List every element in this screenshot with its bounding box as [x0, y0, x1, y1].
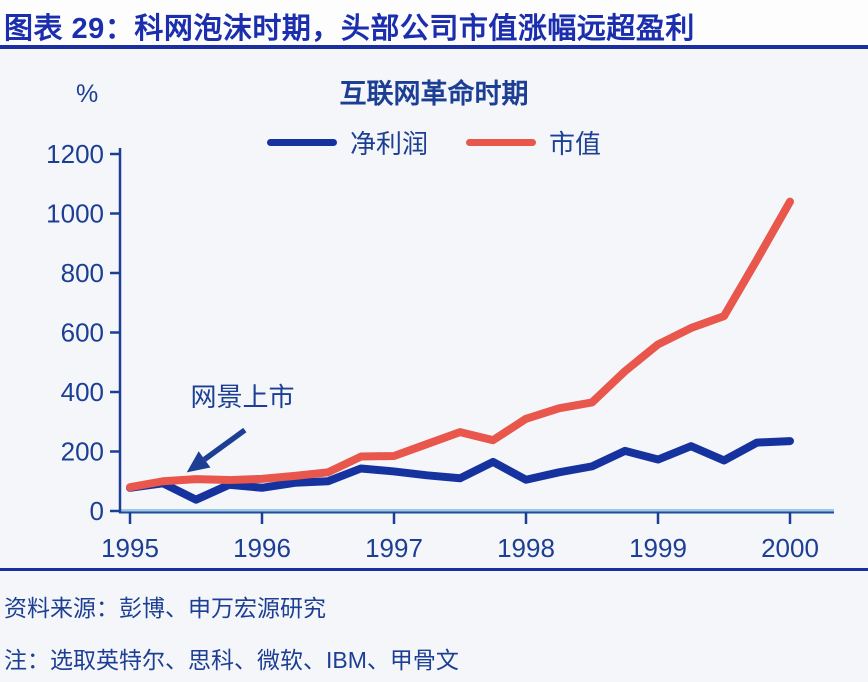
legend-item-net-profit: 净利润	[266, 124, 428, 161]
figure-title: 图表 29：科网泡沫时期，头部公司市值涨幅远超盈利	[4, 13, 695, 45]
x-tick-label: 1999	[629, 533, 687, 563]
netscape-ipo-annotation: 网景上市	[190, 382, 295, 412]
figure-header: 图表 29：科网泡沫时期，头部公司市值涨幅远超盈利	[0, 0, 868, 45]
market-cap-line	[126, 197, 794, 492]
market-cap-line-swatch-icon	[466, 138, 536, 146]
note-text: 注：选取英特尔、思科、微软、IBM、甲骨文	[4, 647, 459, 673]
annotation-arrow-head-icon	[186, 451, 211, 473]
chart-title: 互联网革命时期	[339, 79, 529, 109]
legend-label-net-profit: 净利润	[349, 128, 428, 159]
legend-item-market-cap: 市值	[466, 124, 601, 161]
chart-legend: 净利润 市值	[0, 127, 868, 159]
legend-label-market-cap: 市值	[549, 128, 602, 159]
header-underline	[0, 45, 868, 49]
x-tick-label: 1996	[233, 533, 291, 563]
x-tick-label: 1995	[101, 533, 159, 563]
annotation-arrow-shaft	[202, 427, 247, 462]
footer-divider	[0, 568, 868, 571]
source-text: 资料来源：彭博、申万宏源研究	[4, 595, 326, 621]
y-tick-label: 400	[61, 377, 104, 407]
y-tick-label: 0	[90, 496, 104, 526]
y-tick-label: 800	[61, 258, 104, 288]
x-tick-label: 2000	[761, 533, 819, 563]
y-tick-label: 200	[61, 437, 104, 467]
y-tick-label: 1000	[46, 199, 104, 229]
y-axis-unit-label: %	[76, 80, 99, 108]
net-profit-line	[126, 437, 794, 504]
x-tick-label: 1997	[365, 533, 423, 563]
net-profit-line-swatch-icon	[266, 138, 337, 146]
y-tick-label: 1200	[46, 139, 104, 169]
x-tick-label: 1998	[497, 533, 555, 563]
y-tick-label: 600	[61, 318, 104, 348]
